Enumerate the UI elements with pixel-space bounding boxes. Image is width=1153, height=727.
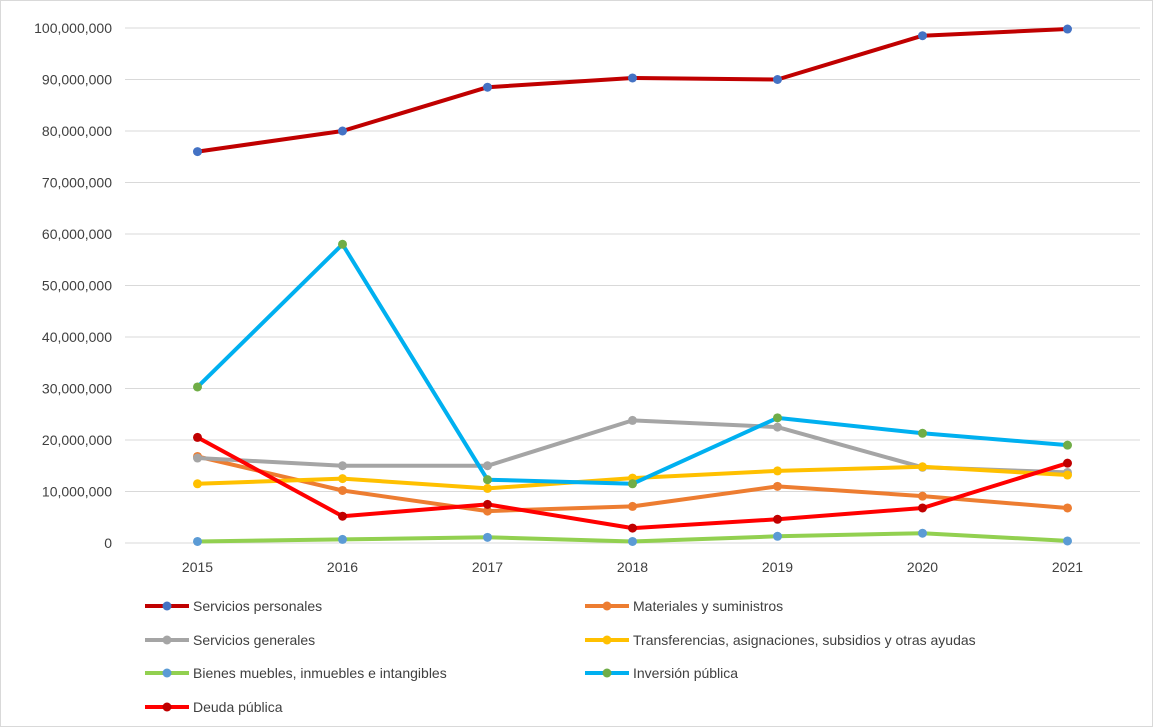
data-point (918, 528, 927, 538)
y-tick-label: 50,000,000 (42, 278, 112, 294)
y-axis: 0 10,000,000 20,000,000 30,000,000 40,000,00… (34, 20, 112, 551)
y-tick-label: 90,000,000 (42, 72, 112, 88)
legend-label: Servicios generales (193, 632, 315, 648)
x-tick-label: 2016 (327, 559, 358, 575)
legend-label: Transferencias, asignaciones, subsidios … (633, 632, 976, 648)
data-point (193, 479, 202, 489)
data-point (483, 475, 492, 485)
series-line (195, 418, 1070, 475)
y-tick-label: 100,000,000 (34, 20, 112, 36)
data-point (773, 481, 782, 491)
legend-item: Servicios personales (145, 598, 322, 614)
data-point (1063, 24, 1072, 34)
x-tick-label: 2019 (762, 559, 793, 575)
data-point (483, 499, 492, 509)
data-point (338, 511, 347, 521)
y-tick-label: 60,000,000 (42, 226, 112, 242)
y-tick-label: 10,000,000 (42, 484, 112, 500)
data-point (1063, 536, 1072, 546)
data-point (193, 453, 202, 463)
data-point (628, 479, 637, 489)
gridlines (125, 27, 1140, 544)
legend-swatch-marker (162, 668, 172, 678)
data-point (773, 531, 782, 541)
legend-swatch-marker (602, 668, 612, 678)
data-point (918, 503, 927, 513)
data-point (773, 466, 782, 476)
legend-item: Inversión pública (585, 665, 738, 681)
series-group (193, 432, 1072, 533)
legend: Servicios personales Materiales y suminis… (145, 598, 976, 715)
series-group (193, 528, 1072, 546)
data-point (483, 532, 492, 542)
legend-label: Materiales y suministros (633, 598, 783, 614)
data-point (193, 382, 202, 392)
data-point (338, 474, 347, 484)
data-point (338, 485, 347, 495)
legend-swatch-marker (162, 601, 172, 611)
legend-item: Bienes muebles, inmuebles e intangibles (145, 665, 447, 681)
x-tick-label: 2021 (1052, 559, 1083, 575)
legend-item: Materiales y suministros (585, 598, 783, 614)
data-point (338, 534, 347, 544)
y-tick-label: 20,000,000 (42, 432, 112, 448)
legend-label: Deuda pública (193, 699, 283, 715)
data-point (483, 82, 492, 92)
data-point (1063, 503, 1072, 513)
series-line (195, 27, 1070, 154)
data-point (628, 536, 637, 546)
series-line (195, 242, 1070, 486)
data-point (773, 422, 782, 432)
y-tick-label: 80,000,000 (42, 123, 112, 139)
data-point (918, 31, 927, 41)
data-point (628, 523, 637, 533)
data-point (338, 461, 347, 471)
data-point (1063, 458, 1072, 468)
x-axis: 2015 2016 2017 2018 2019 2020 2021 (182, 559, 1083, 575)
x-tick-label: 2017 (472, 559, 503, 575)
y-tick-label: 0 (104, 535, 112, 551)
data-point (338, 239, 347, 249)
data-point (193, 147, 202, 157)
legend-item: Transferencias, asignaciones, subsidios … (585, 632, 976, 648)
series-group (193, 239, 1072, 489)
x-tick-label: 2015 (182, 559, 213, 575)
legend-swatch-marker (162, 635, 172, 645)
y-tick-label: 70,000,000 (42, 175, 112, 191)
data-point (918, 428, 927, 438)
legend-swatch-marker (602, 635, 612, 645)
data-point (193, 432, 202, 442)
data-point (193, 536, 202, 546)
legend-label: Servicios personales (193, 598, 322, 614)
data-point (773, 413, 782, 423)
data-point (773, 75, 782, 84)
data-point (338, 126, 347, 136)
legend-item: Servicios generales (145, 632, 315, 648)
data-point (628, 73, 637, 83)
data-point (628, 501, 637, 511)
data-point (483, 483, 492, 493)
legend-swatch-marker (162, 702, 172, 712)
y-tick-label: 30,000,000 (42, 381, 112, 397)
data-point (773, 514, 782, 524)
x-tick-label: 2018 (617, 559, 648, 575)
legend-label: Inversión pública (633, 665, 738, 681)
x-tick-label: 2020 (907, 559, 938, 575)
series-group (193, 24, 1072, 157)
legend-swatch-marker (602, 601, 612, 611)
data-point (628, 415, 637, 425)
legend-label: Bienes muebles, inmuebles e intangibles (193, 665, 447, 681)
data-point (1063, 440, 1072, 450)
data-point (918, 462, 927, 472)
data-point (1063, 470, 1072, 480)
data-point (918, 491, 927, 501)
data-point (483, 461, 492, 471)
legend-item: Deuda pública (145, 699, 283, 715)
series-group (193, 462, 1072, 493)
y-tick-label: 40,000,000 (42, 329, 112, 345)
data-point (483, 506, 492, 516)
